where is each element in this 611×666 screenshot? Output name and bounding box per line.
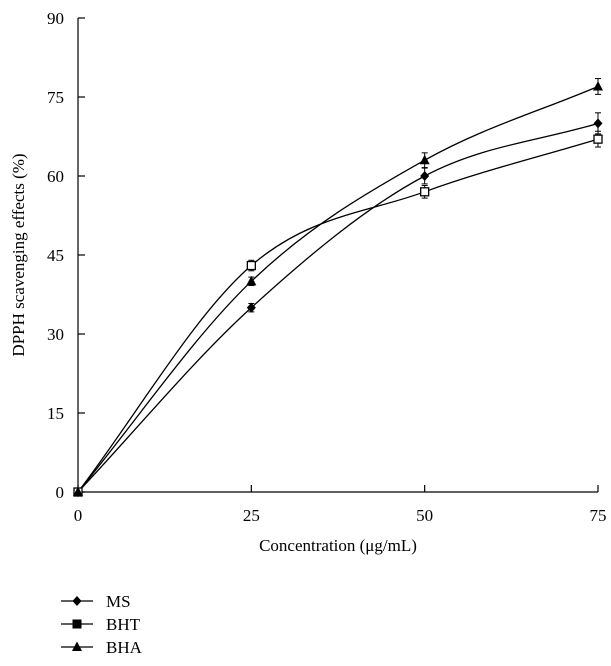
y-tick-label: 15 bbox=[47, 404, 64, 423]
y-tick-label: 45 bbox=[47, 246, 64, 265]
data-point-bht bbox=[593, 134, 603, 144]
y-tick-label: 75 bbox=[47, 88, 64, 107]
x-axis-label: Concentration (μg/mL) bbox=[259, 536, 417, 555]
y-tick-label: 90 bbox=[47, 9, 64, 28]
series-line-ms bbox=[77, 122, 599, 493]
legend-marker-ms bbox=[72, 596, 82, 606]
y-tick-label: 60 bbox=[47, 167, 64, 186]
data-point-bha bbox=[419, 154, 430, 165]
legend-marker-bha bbox=[72, 641, 82, 651]
series-line-bha bbox=[77, 85, 599, 493]
legend-item-ms: MS bbox=[61, 592, 131, 611]
y-tick-label: 30 bbox=[47, 325, 64, 344]
x-tick-label: 75 bbox=[590, 506, 607, 525]
y-axis-label: DPPH scavenging effects (%) bbox=[9, 153, 28, 356]
legend-item-bha: BHA bbox=[61, 638, 143, 657]
data-point-ms bbox=[420, 171, 430, 181]
y-ticks: 0 15 30 45 60 75 90 bbox=[47, 9, 85, 502]
data-point-bha bbox=[593, 80, 603, 91]
x-tick-label: 0 bbox=[74, 506, 83, 525]
y-tick-label: 0 bbox=[56, 483, 65, 502]
x-tick-label: 25 bbox=[243, 506, 260, 525]
series-line-bht bbox=[77, 138, 599, 493]
legend: MS BHT BHA bbox=[61, 592, 143, 657]
data-point-bht bbox=[246, 260, 256, 271]
series-markers bbox=[73, 80, 603, 497]
legend-marker-bht bbox=[72, 619, 82, 629]
series-lines bbox=[77, 85, 599, 493]
legend-label-bha: BHA bbox=[106, 638, 143, 657]
legend-label-ms: MS bbox=[106, 592, 131, 611]
data-point-bht bbox=[420, 187, 430, 197]
data-point-bha bbox=[73, 486, 83, 496]
data-point-bha bbox=[246, 275, 257, 286]
x-ticks: 0 25 50 75 bbox=[74, 485, 607, 525]
x-tick-label: 50 bbox=[416, 506, 433, 525]
legend-item-bht: BHT bbox=[61, 615, 141, 634]
data-point-ms bbox=[246, 302, 256, 313]
legend-label-bht: BHT bbox=[106, 615, 141, 634]
plot-area: 0 15 30 45 60 75 90 0 25 50 75 bbox=[47, 9, 607, 525]
data-point-ms bbox=[593, 118, 603, 129]
